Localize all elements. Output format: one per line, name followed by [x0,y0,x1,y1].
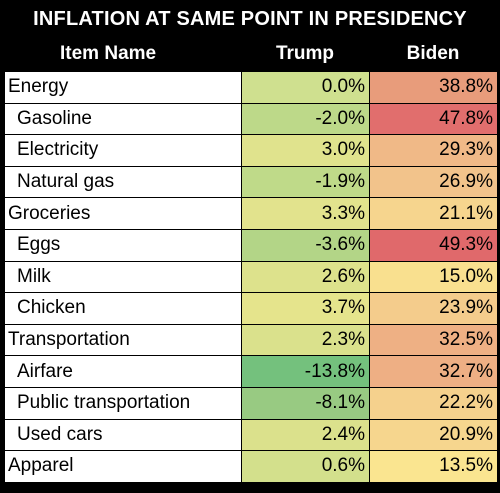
trump-value-cell: 0.6% [241,451,369,482]
item-name-cell: Energy [5,72,241,103]
trump-value-cell: 2.3% [241,324,369,356]
table-row: Transportation 2.3% 32.5% [5,324,497,357]
biden-value-cell: 20.9% [369,419,497,451]
table-row: Apparel 0.6% 13.5% [5,451,497,483]
item-name-cell: Chicken [5,293,241,324]
table-row: Natural gas -1.9% 26.9% [5,166,497,199]
table-row: Electricity 3.0% 29.3% [5,135,497,167]
biden-value-cell: 32.5% [369,324,497,356]
table-row: Energy 0.0% 38.8% [5,72,497,104]
trump-value-cell: -2.0% [241,103,369,135]
item-name-cell: Apparel [5,451,241,482]
item-name-cell: Milk [5,261,241,293]
biden-value-cell: 15.0% [369,261,497,293]
header-trump: Trump [275,43,335,64]
trump-value-cell: -1.9% [241,166,369,198]
table-title: INFLATION AT SAME POINT IN PRESIDENCY [33,8,467,30]
item-name-cell: Electricity [5,135,241,166]
trump-value-cell: -8.1% [241,387,369,419]
biden-value-cell: 49.3% [369,229,497,261]
table-row: Eggs -3.6% 49.3% [5,229,497,262]
trump-value-cell: -13.8% [241,356,369,387]
biden-value-cell: 22.2% [369,387,497,419]
biden-value-cell: 13.5% [369,451,497,482]
trump-value-cell: 2.4% [241,419,369,451]
table-row: Groceries 3.3% 21.1% [5,198,497,230]
table-header: Item Name Trump Biden [0,36,500,72]
biden-value-cell: 23.9% [369,293,497,324]
item-name-cell: Transportation [5,324,241,356]
trump-value-cell: 3.3% [241,198,369,229]
header-item-name: Item Name [60,43,157,64]
trump-value-cell: -3.6% [241,229,369,261]
table-row: Used cars 2.4% 20.9% [5,419,497,452]
biden-value-cell: 21.1% [369,198,497,229]
item-name-cell: Groceries [5,198,241,229]
trump-value-cell: 3.0% [241,135,369,166]
table-row: Milk 2.6% 15.0% [5,261,497,294]
item-name-cell: Eggs [5,229,241,261]
item-name-cell: Gasoline [5,103,241,135]
header-biden: Biden [406,43,460,64]
biden-value-cell: 26.9% [369,166,497,198]
item-name-cell: Natural gas [5,166,241,198]
table-row: Public transportation -8.1% 22.2% [5,387,497,420]
table-row: Gasoline -2.0% 47.8% [5,103,497,136]
biden-value-cell: 32.7% [369,356,497,387]
biden-value-cell: 38.8% [369,72,497,103]
biden-value-cell: 29.3% [369,135,497,166]
table-body: Energy 0.0% 38.8% Gasoline -2.0% 47.8% Electri… [4,72,497,483]
trump-value-cell: 2.6% [241,261,369,293]
table-row: Chicken 3.7% 23.9% [5,293,497,325]
biden-value-cell: 47.8% [369,103,497,135]
item-name-cell: Public transportation [5,387,241,419]
item-name-cell: Airfare [5,356,241,387]
item-name-cell: Used cars [5,419,241,451]
trump-value-cell: 3.7% [241,293,369,324]
table-row: Airfare -13.8% 32.7% [5,356,497,388]
trump-value-cell: 0.0% [241,72,369,103]
